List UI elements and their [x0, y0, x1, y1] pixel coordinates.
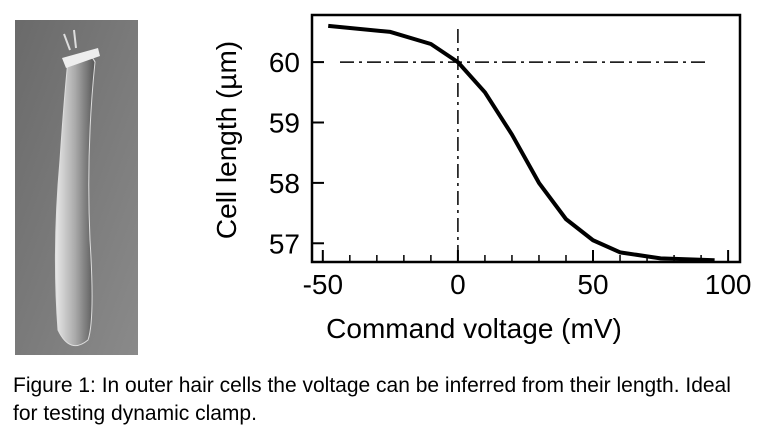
x-axis-label: Command voltage (mV): [326, 313, 622, 344]
y-axis-label: Cell length (µm): [211, 41, 242, 239]
y-tick-label: 59: [269, 107, 300, 138]
x-tick-label: 50: [577, 269, 608, 300]
figure: Command voltage (mV) Cell length (µm) -5…: [15, 13, 752, 355]
caption: Figure 1: In outer hair cells the voltag…: [13, 374, 731, 425]
y-tick-label: 58: [269, 168, 300, 199]
plot-frame: [310, 13, 742, 264]
x-tick-label: -50: [303, 269, 343, 300]
micrograph: [15, 20, 138, 355]
x-tick-label: 100: [705, 269, 752, 300]
x-tick-label: 0: [450, 269, 466, 300]
y-tick-label: 57: [269, 228, 300, 259]
y-tick-label: 60: [269, 47, 300, 78]
curve: [328, 23, 715, 263]
